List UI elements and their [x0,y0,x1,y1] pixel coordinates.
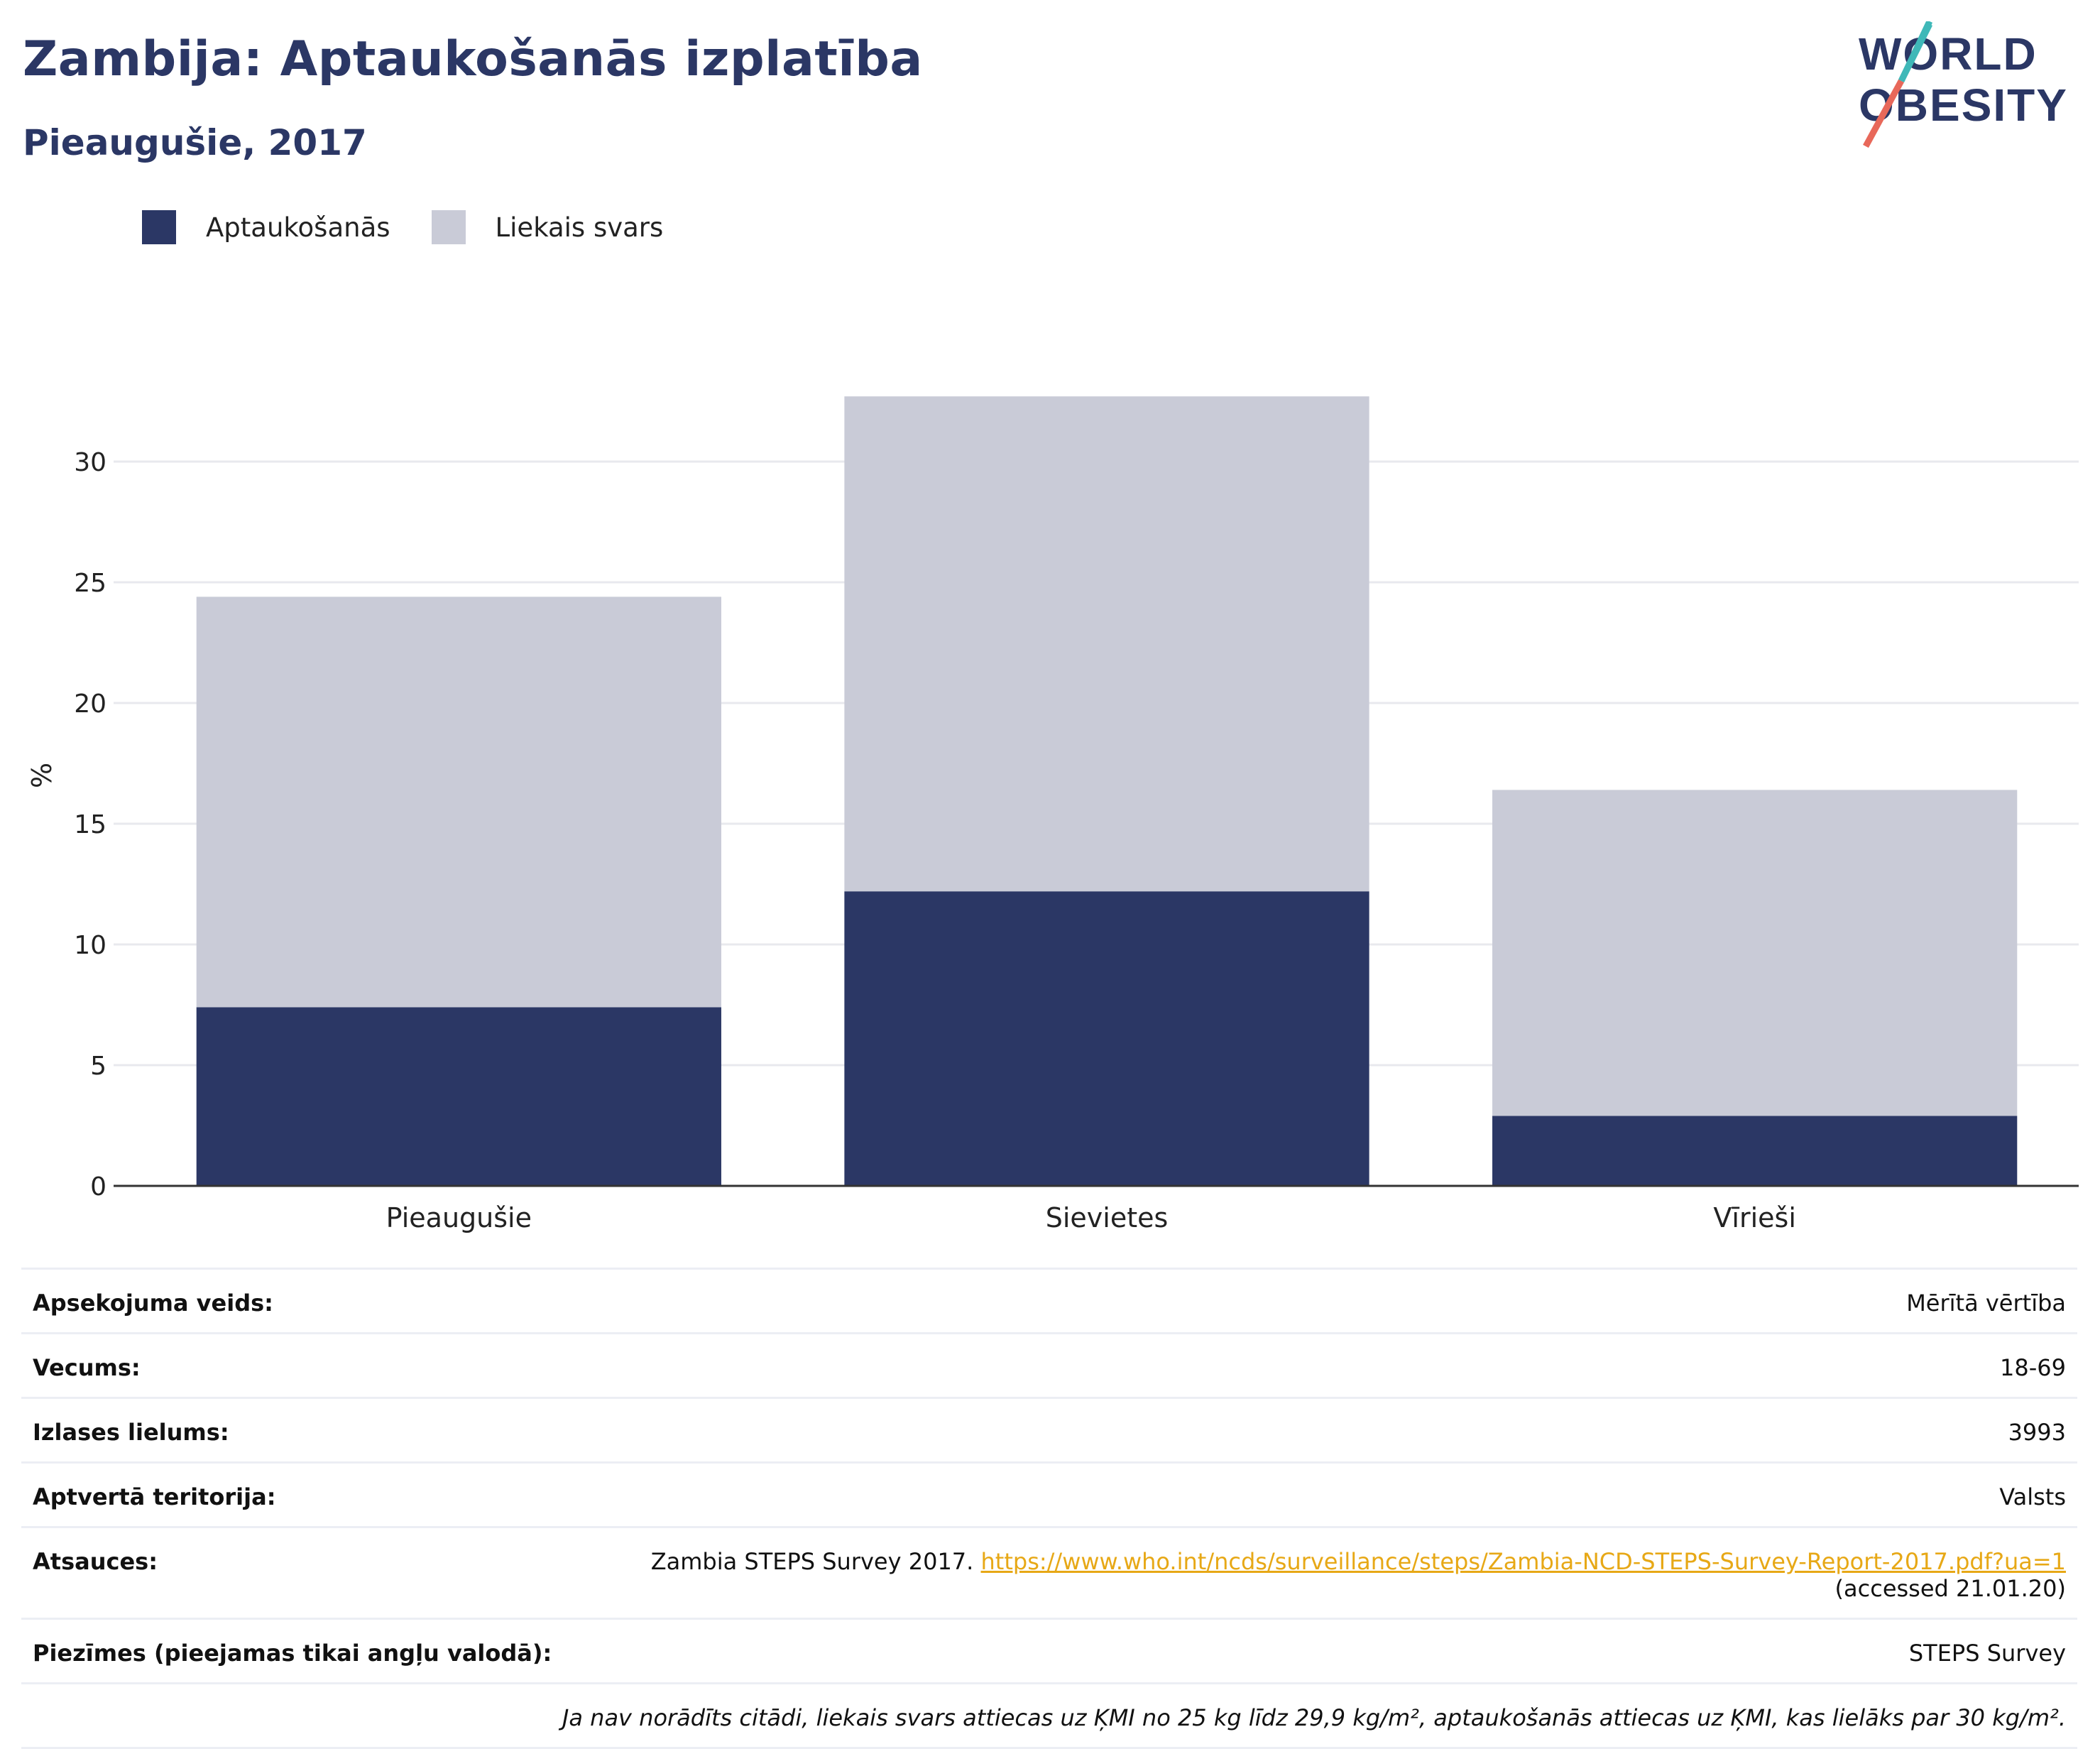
coverage-value: Valsts [1999,1483,2066,1510]
legend-item-obesity: Aptaukošanās [142,210,390,244]
info-row-age: Vecums: 18-69 [21,1332,2077,1397]
svg-text:OBESITY: OBESITY [1859,80,2068,131]
legend-swatch-obesity [142,210,176,244]
y-tick-label-5: 5 [90,1052,106,1081]
stacked-bar-chart: 0 5 10 15 20 25 30% Pieaugušie Sievietes Vīrieši [26,396,2079,1233]
svg-text:WORLD: WORLD [1859,28,2038,80]
y-tick-label-20: 20 [74,690,106,719]
notes-label: Piezīmes (pieejamas tikai angļu valodā): [33,1640,552,1667]
references-link[interactable]: https://www.who.int/ncds/surveillance/st… [980,1548,2067,1575]
info-row-sample-size: Izlases lielums: 3993 [21,1397,2077,1461]
legend-swatch-overweight [431,210,466,244]
chart-legend: Aptaukošanās Liekais svars [142,210,704,244]
y-tick-label-10: 10 [74,931,106,960]
info-row-references: Atsauces: Zambia STEPS Survey 2017. http… [21,1526,2077,1618]
bar-obesity-1 [844,891,1369,1186]
survey-type-value: Mērītā vērtība [1906,1290,2066,1317]
y-tick-label-25: 25 [74,569,106,598]
x-tick-label-1: Sievietes [1046,1202,1169,1233]
footnote-text: Ja nav norādīts citādi, liekais svars at… [562,1704,2066,1731]
y-tick-label-0: 0 [90,1172,106,1202]
references-accessed: (accessed 21.01.20) [1834,1575,2066,1602]
legend-label-overweight: Liekais svars [495,212,664,243]
bar-obesity-2 [1492,1116,2018,1186]
x-tick-label-0: Pieaugušie [386,1202,532,1233]
bar-overweight-0 [196,596,721,1008]
age-label: Vecums: [33,1354,141,1381]
notes-value: STEPS Survey [1908,1640,2066,1667]
x-tick-label-2: Vīrieši [1713,1202,1795,1233]
page-subtitle: Pieaugušie, 2017 [23,122,367,163]
info-row-footnote: Ja nav norādīts citādi, liekais svars at… [21,1682,2077,1749]
info-row-notes: Piezīmes (pieejamas tikai angļu valodā):… [21,1618,2077,1682]
references-value: Zambia STEPS Survey 2017. https://www.wh… [651,1548,2066,1602]
y-tick-label-30: 30 [74,448,106,477]
references-label: Atsauces: [33,1548,158,1575]
sample-size-label: Izlases lielums: [33,1419,229,1446]
bar-overweight-1 [844,396,1369,892]
legend-label-obesity: Aptaukošanās [206,212,390,243]
y-axis-label: % [26,763,58,788]
info-row-coverage: Aptvertā teritorija: Valsts [21,1461,2077,1526]
references-text: Zambia STEPS Survey 2017. [650,1548,981,1575]
sample-size-value: 3993 [2008,1419,2066,1446]
page-title: Zambija: Aptaukošanās izplatība [23,31,923,87]
coverage-label: Aptvertā teritorija: [33,1483,276,1510]
world-obesity-logo: WORLD OBESITY [1859,21,2068,148]
bar-obesity-0 [196,1007,721,1186]
bar-overweight-2 [1492,790,2018,1116]
y-tick-label-15: 15 [74,810,106,839]
legend-item-overweight: Liekais svars [431,210,664,244]
survey-info-table: Apsekojuma veids: Mērītā vērtība Vecums:… [21,1268,2077,1749]
info-row-survey-type: Apsekojuma veids: Mērītā vērtība [21,1268,2077,1332]
survey-type-label: Apsekojuma veids: [33,1290,273,1317]
age-value: 18-69 [2000,1354,2066,1381]
